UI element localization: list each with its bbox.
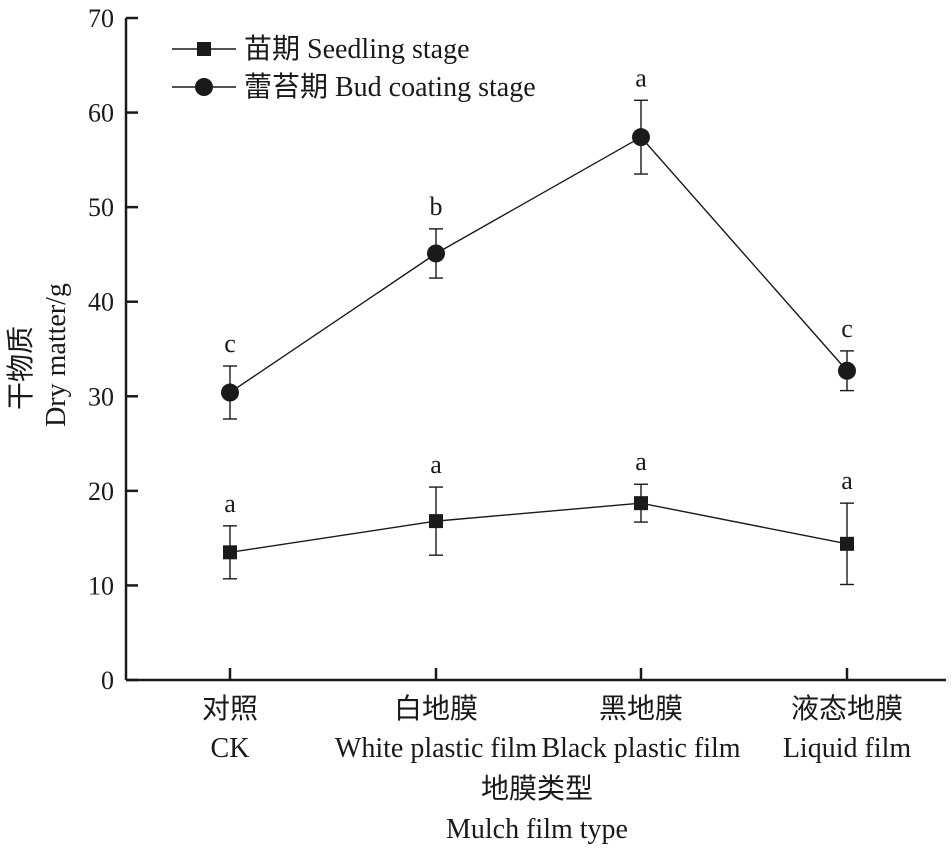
axes	[124, 18, 946, 682]
x-tick-label-zh: 液态地膜	[791, 693, 903, 725]
legend-marker-bud	[195, 78, 213, 96]
data-point-circle	[838, 361, 856, 380]
x-ticks: 对照 CK 白地膜 White plastic film 黑地膜 Black plasti…	[202, 668, 911, 764]
significance-label: a	[635, 63, 647, 92]
x-axis-title-zh: 地膜类型	[481, 773, 593, 805]
x-tick-label-en: White plastic film	[335, 733, 537, 764]
significance-label: a	[430, 450, 442, 479]
x-tick-label-zh: 黑地膜	[599, 693, 683, 725]
series-0: a a a a	[223, 447, 854, 586]
x-tick-label-en: CK	[211, 733, 250, 764]
y-tick-label: 10	[88, 571, 114, 600]
legend-marker-seedling	[197, 42, 211, 56]
series-line	[229, 136, 848, 394]
y-tick-label: 40	[88, 288, 114, 317]
y-axis-title-en: Dry matter/g	[41, 283, 72, 427]
x-tick-label-zh: 白地膜	[394, 693, 478, 725]
significance-label: a	[224, 489, 236, 518]
y-tick-label: 70	[88, 4, 114, 33]
x-tick-label-en: Black plastic film	[541, 733, 740, 764]
legend-label-bud: 蕾苔期 Bud coating stage	[244, 71, 536, 103]
y-tick-label: 60	[88, 99, 114, 128]
significance-label: c	[841, 314, 853, 343]
y-tick-label: 30	[88, 382, 114, 411]
series-1: c b a c	[221, 63, 856, 420]
y-ticks: 0 10 20 30 40 50 60 70	[88, 4, 138, 695]
y-tick-label: 0	[101, 666, 114, 695]
x-axis-title-en: Mulch film type	[446, 814, 628, 845]
significance-label: a	[841, 466, 853, 495]
x-tick-label-en: Liquid film	[783, 733, 912, 764]
legend-label-seedling: 苗期 Seedling stage	[244, 33, 470, 65]
y-tick-label: 50	[88, 193, 114, 222]
data-point-circle	[427, 244, 445, 263]
x-tick-label-zh: 对照	[202, 693, 258, 725]
data-point-circle	[221, 383, 239, 402]
series-layer: a a a a c b a c	[221, 63, 856, 586]
y-axis-title-zh: 干物质	[5, 326, 37, 410]
y-tick-label: 20	[88, 477, 114, 506]
series-line	[229, 502, 848, 554]
data-point-circle	[632, 128, 650, 147]
data-point-square	[634, 496, 648, 511]
significance-label: b	[430, 192, 443, 221]
legend: 苗期 Seedling stage 蕾苔期 Bud coating stage	[172, 33, 536, 103]
significance-label: c	[224, 329, 236, 358]
data-point-square	[429, 514, 443, 529]
data-point-square	[840, 536, 854, 551]
data-point-square	[223, 545, 237, 560]
significance-label: a	[635, 447, 647, 476]
